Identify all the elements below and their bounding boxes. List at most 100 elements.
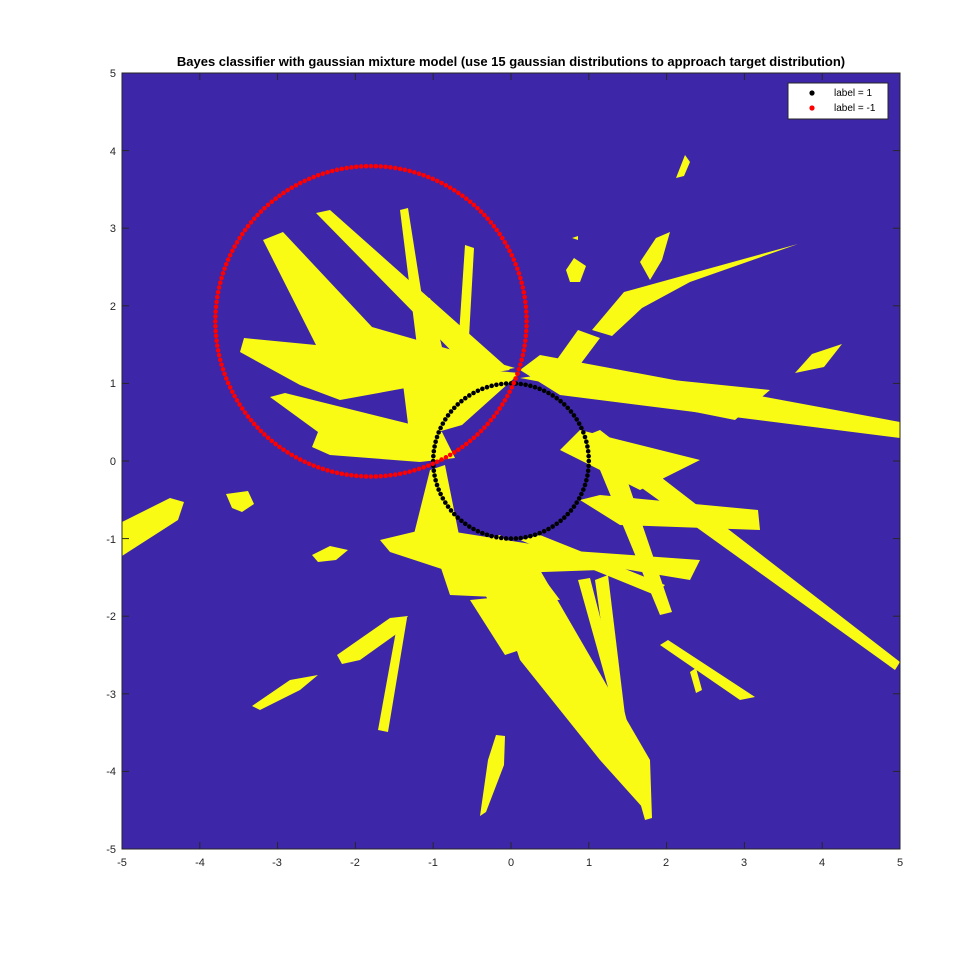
- data-point: [456, 447, 461, 452]
- data-point: [509, 385, 515, 390]
- data-point: [217, 357, 223, 363]
- data-point: [485, 421, 490, 427]
- data-point: [334, 470, 340, 476]
- data-point: [491, 223, 497, 229]
- data-point: [452, 187, 457, 193]
- data-point: [574, 500, 579, 505]
- data-point: [485, 216, 490, 221]
- data-point: [213, 333, 219, 339]
- data-point: [511, 380, 517, 386]
- data-point: [445, 504, 451, 509]
- region-blade-lower-right-2: [560, 430, 700, 490]
- region-blade-right-7: [676, 155, 690, 178]
- data-point: [524, 319, 529, 324]
- data-point: [537, 530, 542, 536]
- data-point: [273, 441, 278, 447]
- data-point: [568, 508, 574, 513]
- data-point: [325, 169, 330, 175]
- data-point: [494, 534, 499, 540]
- data-point: [225, 380, 231, 386]
- data-point: [494, 227, 500, 233]
- data-point: [581, 487, 586, 492]
- data-point: [475, 388, 481, 394]
- data-point: [214, 343, 220, 348]
- data-point: [497, 231, 502, 237]
- data-point: [528, 533, 533, 539]
- data-point: [561, 402, 567, 407]
- data-point: [464, 441, 469, 447]
- data-point: [541, 388, 547, 394]
- data-point: [269, 199, 275, 205]
- data-point: [432, 473, 437, 478]
- data-point: [439, 457, 444, 462]
- class-minus1-region: [122, 73, 900, 849]
- data-point: [421, 173, 426, 178]
- data-point: [255, 425, 260, 430]
- region-blade-right-6: [640, 232, 670, 280]
- data-point: [217, 280, 223, 286]
- region-blade-right-8: [566, 258, 586, 282]
- data-point: [581, 430, 586, 435]
- legend-marker-label-minus1: [809, 105, 815, 111]
- data-point: [436, 487, 441, 492]
- data-point: [258, 209, 264, 214]
- data-point: [262, 432, 267, 437]
- data-point: [216, 352, 222, 358]
- data-point: [425, 463, 431, 468]
- data-point: [498, 381, 504, 387]
- data-point: [220, 366, 226, 372]
- data-point: [216, 285, 222, 290]
- data-point: [546, 526, 551, 532]
- data-point: [475, 432, 480, 437]
- data-point: [532, 532, 538, 538]
- region-blade-lower-8: [540, 550, 700, 580]
- data-point: [407, 469, 412, 474]
- data-point: [571, 413, 577, 418]
- data-point: [537, 386, 542, 392]
- data-point: [255, 212, 260, 218]
- data-point: [518, 381, 524, 387]
- data-point: [225, 257, 231, 262]
- data-point: [373, 163, 379, 169]
- data-point: [494, 410, 500, 415]
- data-point: [467, 438, 473, 444]
- region-blade-lower-right-8: [595, 575, 628, 742]
- data-point: [502, 240, 508, 245]
- data-point: [412, 169, 417, 175]
- data-point: [234, 240, 240, 245]
- plot-area: [122, 73, 900, 849]
- data-point: [298, 180, 303, 186]
- data-point: [430, 176, 436, 182]
- chart-title: Bayes classifier with gaussian mixture m…: [177, 54, 845, 69]
- data-point: [452, 450, 457, 455]
- region-blade-lower-left-6: [226, 491, 254, 512]
- data-point: [214, 294, 220, 300]
- data-point: [245, 414, 251, 419]
- data-point: [489, 533, 494, 539]
- data-point: [219, 362, 224, 367]
- data-point: [234, 398, 240, 403]
- region-blade-lower-7: [520, 535, 665, 595]
- data-point: [509, 252, 515, 258]
- data-point: [214, 338, 219, 344]
- data-point: [507, 248, 512, 254]
- data-point: [230, 248, 235, 254]
- data-point: [528, 383, 533, 389]
- data-point: [502, 398, 508, 403]
- data-point: [471, 202, 477, 208]
- data-point: [251, 421, 257, 427]
- data-point: [455, 515, 461, 520]
- data-point: [239, 231, 245, 237]
- y-axis-labels: 5 4 3 2 1 0 -1 -2 -3 -4 -5: [106, 68, 116, 856]
- data-point: [488, 417, 494, 423]
- data-point: [558, 518, 563, 524]
- data-point: [237, 402, 242, 407]
- data-point: [524, 323, 529, 329]
- x-tick-label: 2: [663, 857, 669, 869]
- data-point: [445, 413, 451, 418]
- data-point: [500, 235, 505, 241]
- data-point: [430, 461, 436, 467]
- region-blade-right-2: [520, 370, 770, 420]
- data-point: [513, 536, 519, 541]
- data-point: [574, 417, 579, 422]
